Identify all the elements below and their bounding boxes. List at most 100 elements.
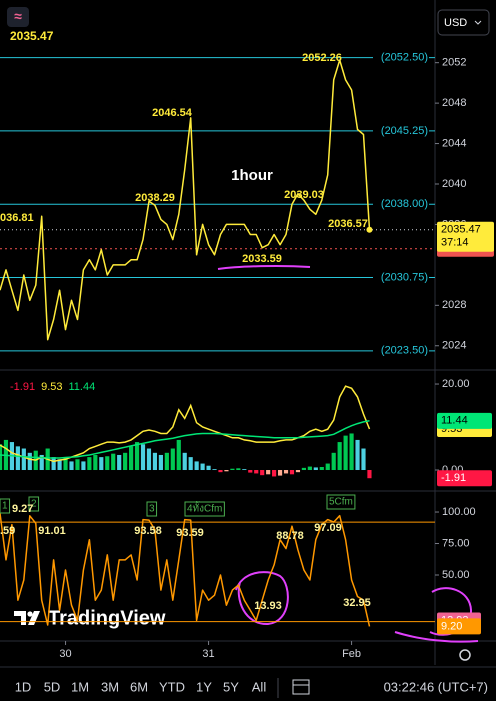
indicator-value-label: -1.91 xyxy=(441,472,466,484)
dropdown-caret xyxy=(474,20,482,25)
indicator-readout: 11.44 xyxy=(69,381,96,393)
y-tick-label: 2024 xyxy=(442,340,466,352)
series-line xyxy=(0,513,371,627)
histogram-bar xyxy=(146,448,152,471)
histogram-bar xyxy=(343,435,348,471)
current-price-box xyxy=(437,221,494,252)
histogram-bar xyxy=(15,446,20,471)
histogram-bar xyxy=(75,459,80,471)
x-tick-label: Feb xyxy=(342,648,361,660)
point-label: 9.27 xyxy=(12,503,33,515)
series-line xyxy=(0,59,371,341)
signal-marker-label: 5Cfm xyxy=(329,497,353,508)
date-range-icon[interactable] xyxy=(292,679,310,695)
histogram-bar xyxy=(63,457,68,471)
point-label: 91.01 xyxy=(38,525,66,537)
histogram-bar xyxy=(212,469,217,471)
signal-marker-label: 2 xyxy=(31,499,37,510)
histogram-bar xyxy=(236,468,241,471)
histogram-bar xyxy=(361,448,366,471)
histogram-bar xyxy=(307,466,312,471)
point-label: 2039.03 xyxy=(284,189,324,201)
readout-label: 9.20 xyxy=(441,620,462,632)
histogram-bar xyxy=(176,439,181,471)
level-label-bg xyxy=(373,197,429,212)
range-button[interactable]: 5D xyxy=(44,679,61,694)
histogram-bar xyxy=(248,470,253,473)
brand-name: TradingView xyxy=(48,607,166,629)
point-label: 93.59 xyxy=(176,527,204,539)
point-label: 88.78 xyxy=(276,530,304,542)
histogram-bar xyxy=(164,452,169,471)
countdown: 37:14 xyxy=(441,237,469,249)
point-label: 2038.29 xyxy=(135,192,175,204)
signal-marker xyxy=(184,501,225,517)
range-button[interactable]: 1M xyxy=(71,679,89,694)
indicator-value-label: 11.44 xyxy=(441,415,468,427)
signal-marker xyxy=(146,501,158,517)
currency-dropdown[interactable] xyxy=(437,9,490,36)
y-tick-label: 2040 xyxy=(442,178,466,190)
histogram-bar xyxy=(200,463,205,471)
point-label: 036.81 xyxy=(0,212,34,224)
histogram-bar xyxy=(69,461,74,471)
histogram-bar xyxy=(277,470,283,476)
clock: 03:22:46 (UTC+7) xyxy=(384,679,488,694)
histogram-bar xyxy=(355,439,360,471)
histogram-bar xyxy=(337,442,342,471)
histogram-bar xyxy=(367,470,372,479)
histogram-bar xyxy=(27,452,32,471)
range-button[interactable]: YTD xyxy=(159,679,185,694)
histogram-bar xyxy=(242,469,247,471)
indicator-readout: 9.53 xyxy=(41,381,62,393)
symbol-icon-glyph: ≈ xyxy=(14,8,22,24)
range-button[interactable]: 5Y xyxy=(223,679,239,694)
histogram-bar xyxy=(81,461,86,471)
histogram-bar xyxy=(349,433,354,471)
histogram-bar xyxy=(319,467,324,471)
range-button[interactable]: 1D xyxy=(15,679,32,694)
logo-mark xyxy=(27,611,33,617)
histogram-bar xyxy=(301,467,306,471)
range-button[interactable]: 6M xyxy=(130,679,148,694)
point-label: 2036.57 xyxy=(328,218,368,230)
point-label: 32.95 xyxy=(343,597,371,609)
histogram-bar xyxy=(230,468,235,471)
settings-icon[interactable] xyxy=(459,649,471,661)
histogram-bar xyxy=(21,448,26,471)
histogram-bar xyxy=(331,452,336,471)
range-button[interactable]: All xyxy=(252,679,267,694)
y-tick-label: 50.00 xyxy=(442,569,470,581)
hand-drawn-circle xyxy=(235,571,289,626)
indicator-line xyxy=(0,385,371,463)
histogram-bar xyxy=(188,457,193,471)
y-tick-label: 75.00 xyxy=(442,537,470,549)
y-tick-label: 2044 xyxy=(442,137,466,149)
histogram-bar xyxy=(182,452,187,471)
level-label-bg xyxy=(373,50,429,65)
range-button[interactable]: 3M xyxy=(101,679,119,694)
histogram-bar xyxy=(254,470,259,474)
histogram-bar xyxy=(129,446,134,471)
signal-marker-label: 4ทั้งCfm xyxy=(187,501,222,515)
x-tick-label: 31 xyxy=(202,648,214,660)
histogram-bar xyxy=(325,463,330,471)
histogram-bar xyxy=(194,461,199,471)
level-label-bg xyxy=(373,343,429,358)
point-label: 2033.59 xyxy=(242,253,282,265)
histogram-bar xyxy=(224,470,229,472)
histogram-bar xyxy=(295,470,301,473)
signal-marker-label: 3 xyxy=(149,504,155,515)
symbol-icon[interactable] xyxy=(7,7,29,27)
point-label: 97.09 xyxy=(314,522,342,534)
range-button[interactable]: 1Y xyxy=(196,679,212,694)
current-price-label: 2035.47 xyxy=(441,224,481,236)
level-label: (2045.25) xyxy=(381,125,428,137)
histogram-bar xyxy=(158,454,163,471)
level-label: (2030.75) xyxy=(381,271,428,283)
histogram-bar xyxy=(57,459,62,471)
point-label: 2052.26 xyxy=(302,52,342,64)
histogram-bar xyxy=(105,456,110,471)
histogram-bar xyxy=(123,452,128,471)
